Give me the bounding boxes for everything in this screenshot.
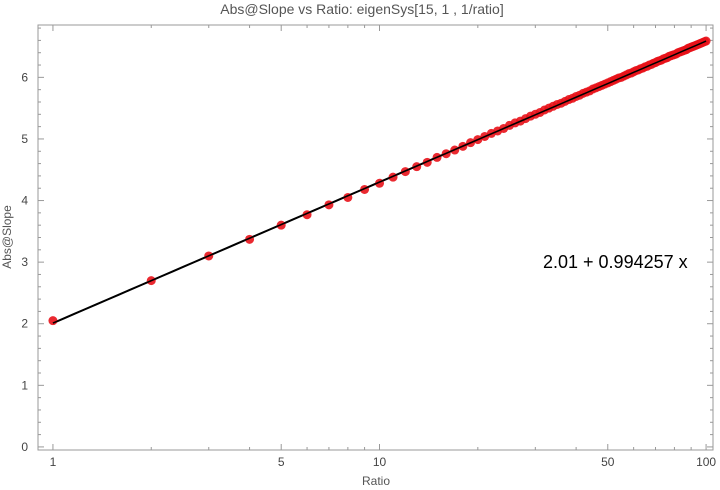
data-point	[701, 36, 711, 46]
y-tick-label: 3	[21, 255, 28, 269]
y-axis-label: Abs@Slope	[0, 205, 14, 269]
x-tick-label: 50	[601, 455, 615, 469]
x-tick-label: 100	[696, 455, 716, 469]
fit-line-overlay	[52, 40, 707, 324]
x-axis-label: Ratio	[362, 474, 390, 488]
y-tick-label: 1	[21, 378, 28, 392]
x-tick-label: 10	[373, 455, 387, 469]
fit-line-overlay-path	[52, 40, 707, 324]
data-point	[48, 316, 58, 326]
y-tick-label: 0	[21, 440, 28, 454]
x-tick-label: 1	[50, 455, 57, 469]
y-tick-label: 4	[21, 194, 28, 208]
y-tick-label: 2	[21, 317, 28, 331]
x-axis-ticks: 1 5 10 50 100	[50, 25, 716, 469]
y-axis-ticks: 0 1 2 3 4 5 6	[21, 27, 713, 454]
chart-title: Abs@Slope vs Ratio: eigenSys[15, 1 , 1/r…	[220, 1, 503, 17]
x-tick-label: 5	[278, 455, 285, 469]
y-tick-label: 6	[21, 70, 28, 84]
fit-equation-annotation: 2.01 + 0.994257 x	[543, 252, 688, 272]
y-tick-label: 5	[21, 132, 28, 146]
